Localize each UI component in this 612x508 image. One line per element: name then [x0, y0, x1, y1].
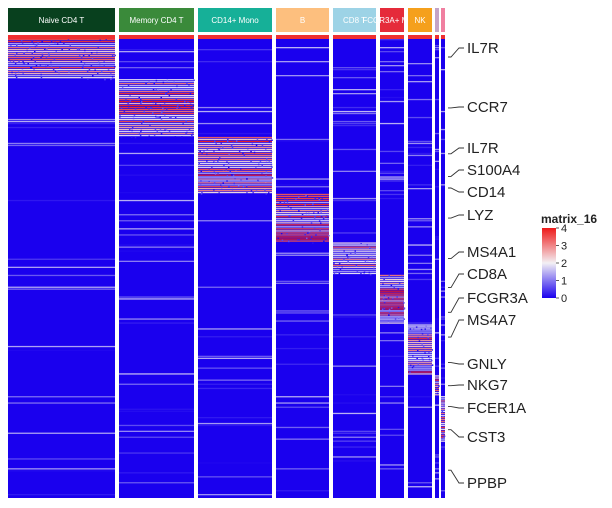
gene-label-0: IL7R [467, 40, 499, 57]
heatmap-column-2 [198, 35, 274, 498]
gene-label-9: MS4A7 [467, 312, 516, 329]
cluster-label-5: FCGR3A+ Mono [362, 16, 422, 25]
gene-label-3: S100A4 [467, 162, 520, 179]
cluster-bar-8 [441, 8, 445, 32]
gene-connector-12 [448, 406, 464, 409]
gene-connector-14 [448, 469, 464, 484]
gene-connector-2 [448, 147, 464, 155]
cluster-label-1: Memory CD4 T [129, 16, 183, 25]
gene-label-10: GNLY [467, 356, 507, 373]
gene-connector-3 [448, 169, 464, 177]
heatmap-column-4 [333, 35, 376, 498]
legend-tick-0: 4 [561, 223, 567, 235]
gene-connector-8 [448, 297, 464, 313]
gene-connector-5 [448, 214, 464, 219]
gene-label-8: FCGR3A [467, 290, 528, 307]
heatmap-column-6 [408, 35, 434, 498]
cluster-bar-1 [119, 8, 194, 32]
legend-tick-2: 2 [561, 258, 567, 270]
heatmap-column-5 [380, 35, 406, 498]
gene-connector-7 [448, 273, 464, 289]
gene-label-13: CST3 [467, 429, 505, 446]
gene-connector-10 [448, 362, 464, 365]
cluster-bar-6 [408, 8, 432, 32]
gene-connector-1 [448, 106, 464, 109]
cluster-annotation-bar: Naive CD4 T Memory CD4 T CD14+ Mono B CD8 TF… [8, 8, 445, 32]
heatmap-body [8, 35, 446, 498]
cluster-bar-5 [380, 8, 404, 32]
gene-connector-0 [448, 47, 464, 58]
color-legend: matrix_16 4 3 2 1 0 [541, 212, 597, 305]
gene-label-11: NKG7 [467, 377, 508, 394]
heatmap-column-0 [8, 35, 116, 498]
gene-connector-4 [448, 187, 464, 193]
cluster-label-0: Naive CD4 T [39, 16, 85, 25]
gene-label-7: CD8A [467, 266, 507, 283]
legend-gradient [542, 228, 556, 298]
cluster-label-2: CD14+ Mono [211, 16, 259, 25]
heatmap-column-7 [435, 35, 440, 498]
cluster-label-4: CD8 T [343, 16, 366, 25]
cluster-bar-4 [333, 8, 376, 32]
gene-connector-6 [448, 251, 464, 260]
gene-connector-11 [448, 384, 464, 387]
gene-label-14: PPBP [467, 475, 507, 492]
cluster-bar-2 [198, 8, 272, 32]
gene-connector-9 [448, 319, 464, 338]
gene-connector-13 [448, 429, 464, 438]
gene-label-6: MS4A1 [467, 244, 516, 261]
heatmap-column-1 [119, 35, 195, 498]
legend-tick-4: 0 [561, 293, 567, 305]
legend-tick-3: 1 [561, 276, 567, 288]
heatmap-column-8 [441, 35, 446, 498]
cluster-bar-7 [435, 8, 439, 32]
heatmap-column-3 [276, 35, 330, 498]
cluster-label-6: NK [414, 16, 426, 25]
legend-tick-1: 3 [561, 241, 567, 253]
gene-label-12: FCER1A [467, 400, 526, 417]
cluster-label-3: B [300, 16, 305, 25]
gene-label-4: CD14 [467, 184, 505, 201]
gene-label-column: IL7R CCR7 IL7R S100A4 CD14 LYZ MS4A1 CD8A FCGR3A… [448, 40, 528, 492]
gene-label-5: LYZ [467, 207, 493, 224]
legend-title: matrix_16 [541, 212, 597, 226]
gene-label-2: IL7R [467, 140, 499, 157]
gene-label-1: CCR7 [467, 99, 508, 116]
cluster-bar-3 [276, 8, 329, 32]
cluster-bar-0 [8, 8, 115, 32]
